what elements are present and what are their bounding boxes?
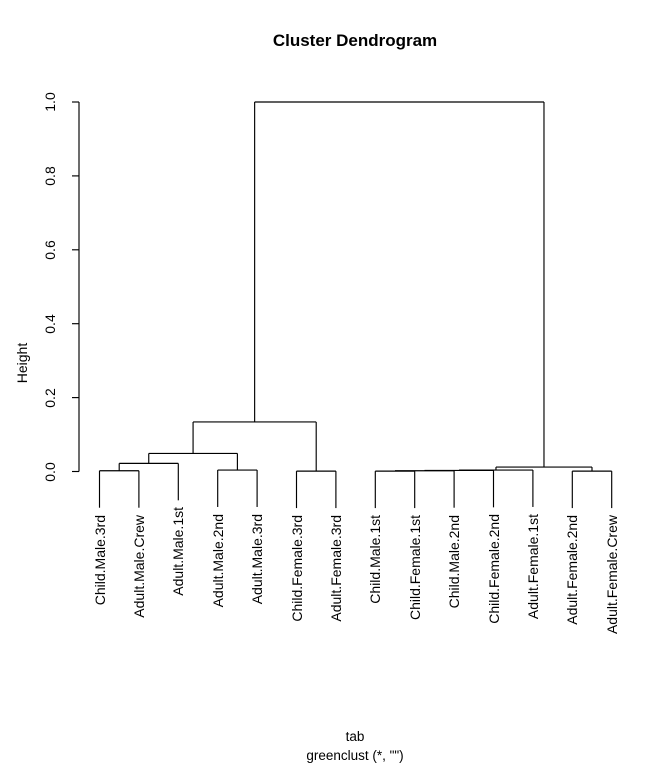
leaf-label-child-female-1st: Child.Female.1st	[406, 515, 423, 621]
leaf-label-child-female-3rd: Child.Female.3rd	[288, 515, 305, 622]
leaf-label-child-male-3rd: Child.Male.3rd	[91, 514, 108, 605]
leaf-label-child-male-2nd: Child.Male.2nd	[446, 514, 463, 609]
y-tick-label-0.2: 0.2	[42, 387, 58, 408]
y-tick-label-0.6: 0.6	[42, 240, 58, 260]
clustering-method-caption: greenclust (*, "")	[306, 748, 404, 763]
y-tick-label-0.8: 0.8	[42, 166, 58, 186]
leaf-label-adult-female-3rd: Adult.Female.3rd	[327, 515, 344, 622]
y-tick-label-0.4: 0.4	[42, 313, 58, 334]
leaf-label-child-male-1st: Child.Male.1st	[367, 515, 384, 604]
y-tick-label-1.0: 1.0	[42, 92, 58, 112]
leaf-label-child-female-2nd: Child.Female.2nd	[485, 514, 502, 625]
x-axis-caption: tab	[345, 729, 365, 744]
leaf-label-adult-female-2nd: Adult.Female.2nd	[564, 515, 581, 625]
leaf-label-adult-male-3rd: Adult.Male.3rd	[249, 513, 266, 605]
y-tick-label-0.0: 0.0	[42, 461, 58, 482]
chart-title: Cluster Dendrogram	[272, 31, 438, 50]
leaf-label-adult-male-2nd: Adult.Male.2nd	[209, 513, 226, 608]
leaf-label-adult-female-crew: Adult.Female.Crew	[603, 515, 620, 635]
leaf-label-adult-female-1st: Adult.Female.1st	[524, 513, 541, 620]
leaf-label-adult-male-1st: Adult.Male.1st	[170, 507, 187, 597]
leaf-label-adult-male-crew: Adult.Male.Crew	[130, 514, 147, 618]
